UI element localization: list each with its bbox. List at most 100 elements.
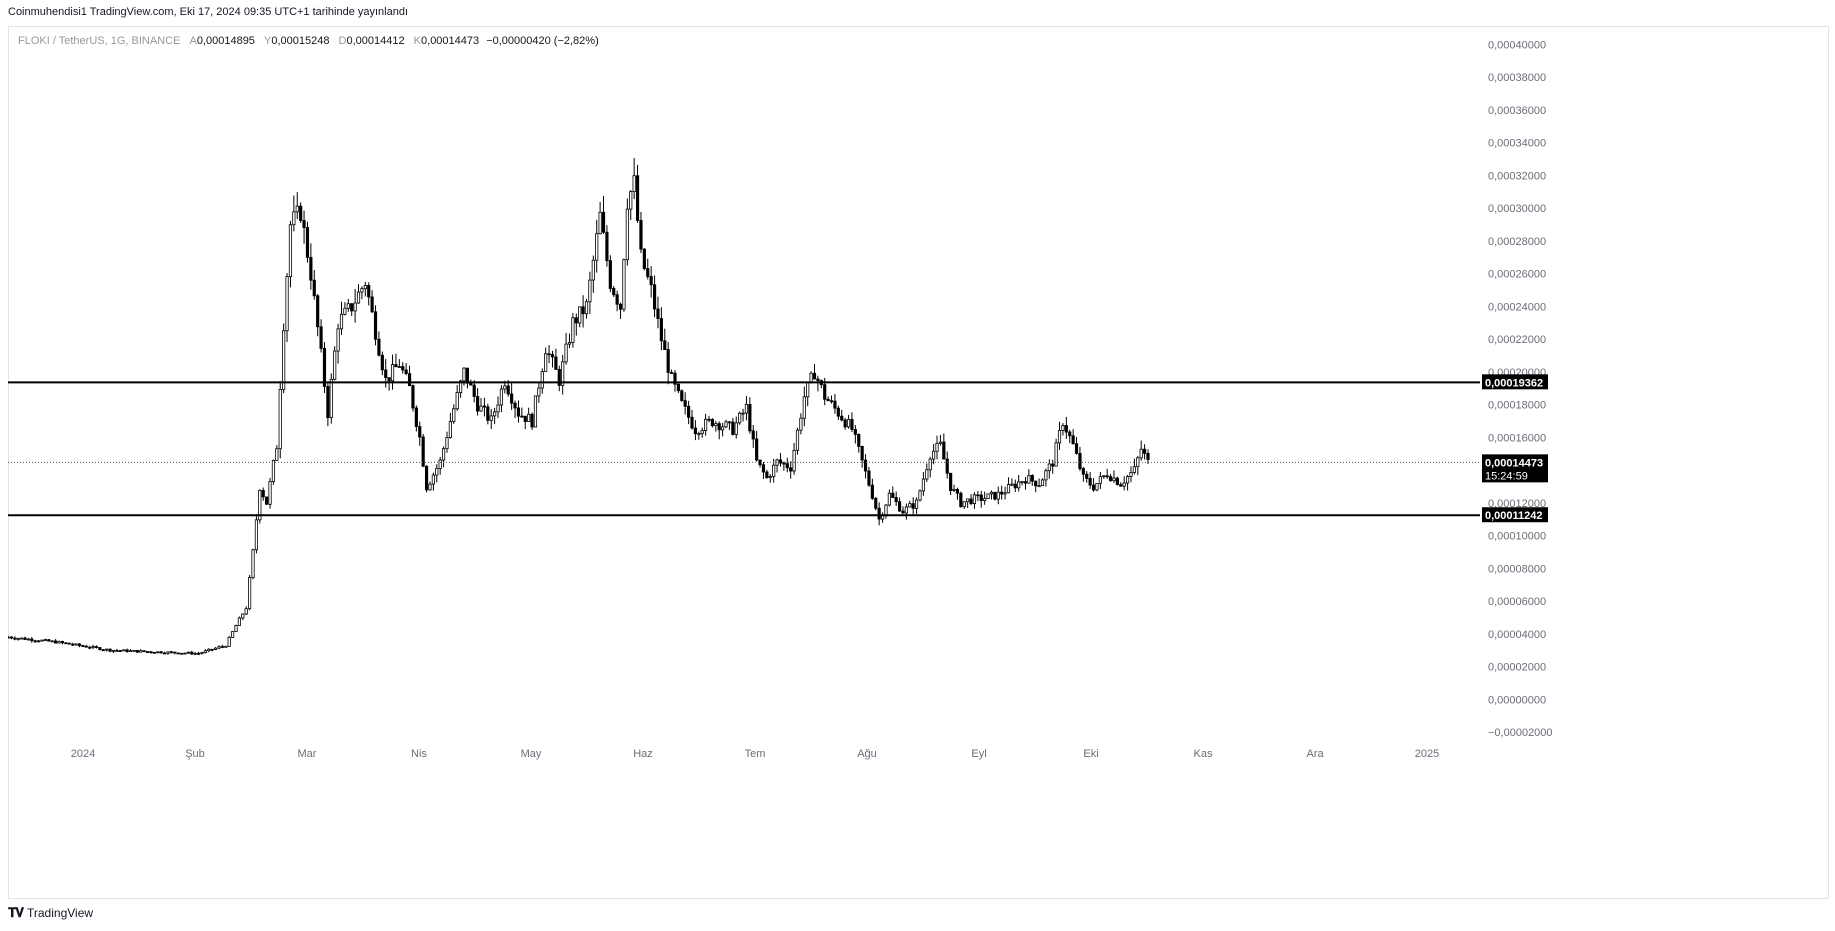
candle-down [404,369,408,375]
close-label: K [413,35,422,47]
candle-up [122,649,126,652]
candle-down [894,497,898,503]
candle-up [452,408,456,422]
candle-up [493,411,497,417]
candle-up [802,396,806,419]
candle-down [612,288,616,296]
candle-up [921,478,925,492]
candle-up [527,413,531,422]
candle-up [595,233,599,261]
candle-up [1027,475,1031,484]
candle-down [911,503,915,509]
candle-up [166,651,170,654]
candle-up [248,577,252,610]
candle-down [196,652,201,655]
candle-up [809,372,813,383]
candle-up [846,418,851,428]
candle-down [635,175,640,221]
candle-down [81,645,85,647]
candle-down [8,636,10,639]
candle-down [411,385,415,409]
candle-up [792,449,796,472]
candle-up [1040,479,1045,487]
candle-up [20,637,24,640]
y-tick-label: 0,00012000 [1488,498,1546,510]
candle-up [203,650,207,653]
candle-down [1068,431,1072,437]
y-tick-label: 0,00032000 [1488,170,1546,182]
candle-down [1115,477,1119,485]
y-tick-label: 0,00038000 [1488,72,1546,84]
candle-up [925,469,929,480]
candle-up [588,279,592,303]
candle-down [162,652,167,655]
candle-down [642,248,646,269]
candle-down [853,429,857,435]
candle-down [210,648,214,651]
candle-up [282,330,286,390]
candle-down [88,646,92,649]
candle-down [387,377,391,382]
footer-brand[interactable]: 𝐓𝐕 TradingView [8,905,93,921]
candle-down [108,648,112,652]
y-tick-label: 0,00000000 [1488,694,1546,706]
candle-up [1125,476,1130,484]
candle-up [459,380,463,394]
candle-down [265,496,269,505]
candle-up [989,491,994,495]
candle-up [346,303,350,309]
candle-up [50,640,54,643]
candle-down [785,463,789,469]
candle-down [761,464,766,473]
candle-down [84,645,88,648]
candle-up [1102,475,1106,478]
candle-down [812,372,817,380]
candle-down [152,651,156,654]
candle-down [305,227,310,258]
candle-down [945,458,949,474]
candle-up [1017,481,1021,489]
candle-down [659,318,663,342]
candle-down [897,501,902,512]
horizontal-line-label-2: 0,00011242 [1485,510,1543,522]
candle-down [550,354,555,358]
candle-up [567,341,572,345]
candle-up [775,459,779,466]
candle-up [996,491,1000,500]
candle-up [462,367,466,382]
candle-up [275,448,279,461]
candle-down [125,649,129,652]
last-price-label-bg [1482,454,1548,483]
candle-down [47,639,51,642]
candle-down [173,651,177,654]
candle-up [1095,482,1099,491]
candle-up [343,307,347,315]
candle-down [312,279,316,297]
candle-down [506,385,510,395]
candle-up [271,460,276,482]
candle-down [615,294,619,305]
candle-down [901,510,905,514]
candle-up [448,421,452,438]
low-value: 0,00014412 [346,35,405,47]
x-tick-label: Ağu [857,748,877,760]
candle-up [288,224,293,278]
candle-down [94,646,99,648]
lines-layer [8,381,1480,517]
candle-down [380,354,384,371]
candle-down [30,638,34,642]
candle-up [227,636,231,647]
candle-down [23,637,27,640]
candle-down [547,353,551,356]
candle-up [234,625,238,633]
x-tick-label: Ara [1306,748,1324,760]
candle-down [758,459,762,466]
candle-down [520,415,524,418]
change-value: −0,00000420 (−2,82%) [486,35,599,47]
candle-down [993,491,997,500]
candle-down [384,369,388,379]
price-chart[interactable]: 0,00040000 0,00038000 0,00036000 0,00034000… [8,26,1829,899]
candle-up [503,385,507,390]
candle-down [530,413,534,428]
candle-down [424,465,429,491]
